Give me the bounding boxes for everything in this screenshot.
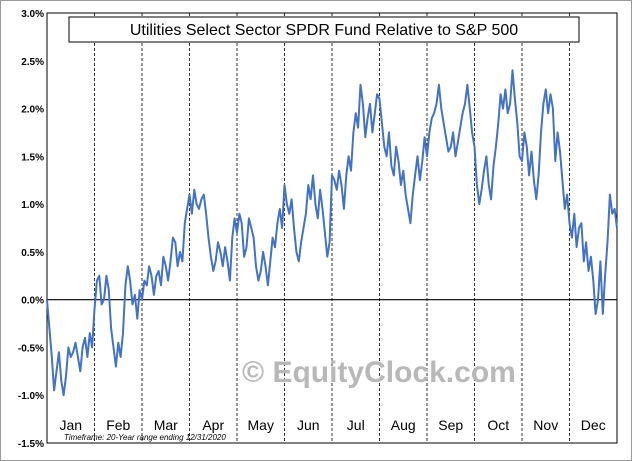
month-label-may: May [248,417,274,433]
month-label-apr: Apr [202,417,224,433]
month-label-mar: Mar [154,417,178,433]
title-box [68,16,580,43]
y-tick-label: -1.0% [18,391,44,402]
y-tick-label: 3.0% [21,9,44,20]
series-line [46,69,618,397]
y-tick-label: 0.5% [21,248,44,259]
month-label-aug: Aug [391,417,416,433]
chart-title: Utilities Select Sector SPDR Fund Relati… [130,22,518,39]
y-tick-label: 1.0% [21,200,44,211]
month-label-jan: Jan [59,417,82,433]
month-label-oct: Oct [487,417,509,433]
month-label-dec: Dec [581,417,606,433]
y-tick-label: 2.5% [21,57,44,68]
month-label-sep: Sep [438,417,463,433]
month-gridlines [94,13,570,443]
y-tick-label: 0.0% [21,296,44,307]
y-axis-tick-labels: 3.0% 2.5% 2.0% 1.5% 1.0% 0.5% 0.0% -0.5% -1.0% -1… [18,9,44,450]
watermark: © EquityClock.com [242,356,516,389]
y-tick-label: 1.5% [21,152,44,163]
y-tick-label: 2.0% [21,105,44,116]
month-label-feb: Feb [106,417,130,433]
y-tick-label: -0.5% [18,343,44,354]
y-tick-label: -1.5% [18,439,44,450]
month-label-jul: Jul [347,417,365,433]
month-labels: Jan Feb Mar Apr May Jun Jul Aug Sep Oct Nov Dec [59,417,605,433]
timeframe-note: Timeframe: 20-Year range ending 12/31/20… [64,433,226,442]
month-label-nov: Nov [533,417,558,433]
month-label-jun: Jun [297,417,320,433]
